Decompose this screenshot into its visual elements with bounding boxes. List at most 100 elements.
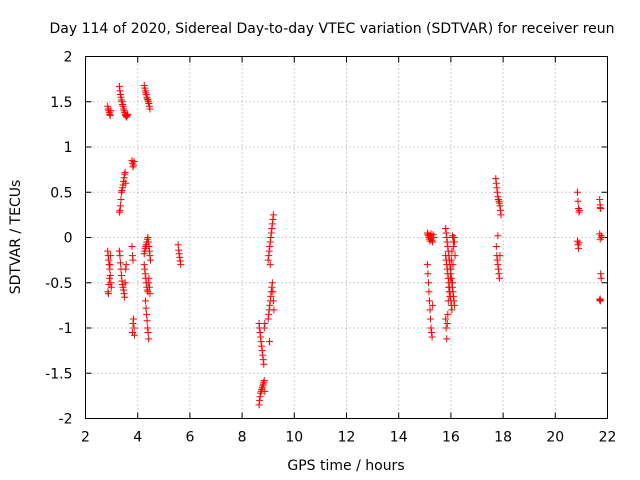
data-point	[575, 239, 583, 247]
data-point	[146, 105, 154, 113]
data-point	[596, 295, 604, 303]
data-point	[260, 360, 268, 368]
data-point	[106, 110, 114, 118]
data-point	[573, 237, 581, 245]
data-point	[176, 253, 184, 261]
data-point	[597, 270, 605, 278]
data-point	[259, 382, 267, 390]
series-tracks_2180	[596, 195, 606, 305]
data-point	[429, 238, 437, 246]
x-tick-label: 8	[238, 430, 247, 446]
data-point	[122, 265, 130, 273]
data-point	[267, 292, 275, 300]
data-point	[105, 281, 113, 289]
data-point	[259, 380, 267, 388]
data-point	[266, 261, 274, 269]
data-point	[258, 347, 266, 355]
y-tick-label: 1.5	[50, 95, 72, 111]
data-point	[115, 82, 123, 90]
x-tick-label: 10	[285, 430, 303, 446]
data-point	[266, 243, 274, 251]
data-point	[104, 288, 112, 296]
data-point	[176, 257, 184, 265]
data-point	[144, 234, 152, 241]
data-point	[497, 211, 505, 219]
data-point	[261, 319, 269, 327]
data-point	[266, 301, 274, 309]
series-tracks_0850_0950	[255, 211, 278, 409]
data-point	[426, 306, 434, 314]
data-point	[124, 110, 132, 118]
data-point	[270, 306, 278, 314]
data-point	[573, 188, 581, 196]
y-tick-label: 1	[64, 140, 73, 156]
series-tracks_0400_0500	[140, 81, 154, 343]
data-point	[144, 324, 152, 332]
data-point	[597, 274, 605, 282]
data-point	[442, 224, 450, 232]
data-point	[144, 238, 152, 246]
data-point	[424, 270, 432, 278]
data-point	[496, 202, 504, 210]
data-point	[443, 261, 451, 269]
data-point	[444, 270, 452, 278]
data-point	[597, 205, 605, 213]
data-point	[268, 283, 276, 291]
series-tracks_0300_0400	[104, 82, 139, 339]
data-point	[598, 234, 606, 241]
data-point	[130, 157, 138, 165]
data-point	[107, 252, 115, 260]
data-point	[596, 296, 604, 304]
data-point	[142, 297, 150, 305]
data-point	[494, 195, 502, 203]
data-point	[130, 161, 138, 169]
data-point	[145, 247, 153, 255]
data-point	[448, 247, 456, 255]
data-point	[428, 329, 436, 337]
data-point	[141, 265, 149, 273]
data-point	[260, 324, 268, 332]
data-point	[442, 315, 450, 323]
data-point	[121, 170, 129, 178]
data-point	[144, 98, 152, 106]
data-point	[448, 232, 456, 240]
data-point	[259, 351, 267, 359]
data-point	[494, 265, 502, 273]
data-point	[575, 205, 583, 213]
data-point	[259, 356, 267, 364]
data-point	[492, 175, 500, 183]
data-point	[145, 243, 153, 251]
data-point	[443, 335, 451, 343]
data-point	[146, 256, 154, 264]
data-points	[104, 81, 606, 409]
data-point	[128, 243, 136, 251]
data-point	[115, 247, 123, 255]
data-point	[145, 335, 153, 343]
data-point	[445, 283, 453, 291]
x-tick-label: 2	[81, 430, 90, 446]
data-point	[115, 208, 123, 216]
data-point	[118, 272, 126, 280]
data-point	[448, 279, 456, 287]
data-point	[494, 261, 502, 269]
data-point	[120, 107, 128, 115]
data-point	[596, 195, 604, 203]
data-point	[145, 274, 153, 282]
data-point	[121, 293, 129, 301]
y-tick-label: 0.5	[50, 185, 72, 201]
data-point	[258, 386, 266, 394]
data-point	[130, 315, 138, 323]
data-point	[175, 250, 183, 258]
x-tick-label: 12	[338, 430, 356, 446]
data-point	[574, 197, 582, 205]
data-point	[596, 230, 604, 238]
x-axis-title: GPS time / hours	[287, 458, 404, 474]
data-point	[146, 290, 154, 298]
data-point	[257, 389, 265, 397]
data-point	[128, 329, 136, 337]
data-point	[144, 329, 152, 337]
data-point	[448, 306, 456, 314]
data-point	[120, 105, 128, 113]
data-point	[423, 261, 431, 269]
